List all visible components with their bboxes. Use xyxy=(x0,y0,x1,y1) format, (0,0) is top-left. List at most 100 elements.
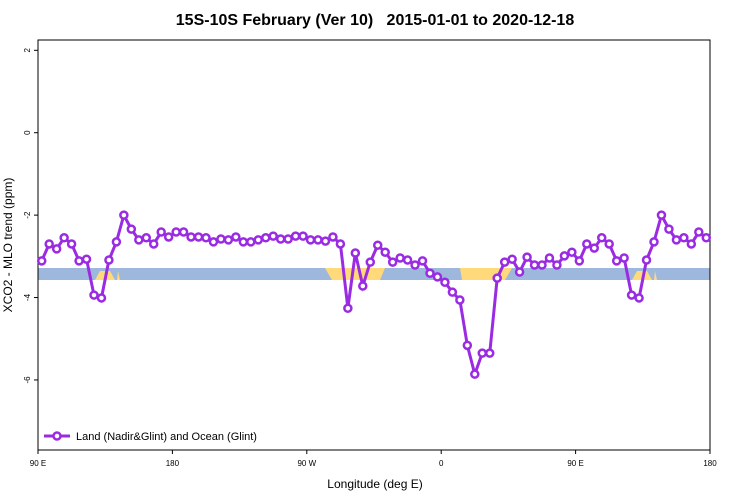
y-tick-label: -6 xyxy=(23,376,32,384)
data-point xyxy=(372,240,383,250)
data-point xyxy=(253,235,264,245)
data-point xyxy=(223,235,234,245)
data-point xyxy=(432,272,443,282)
data-point xyxy=(66,239,77,249)
data-point xyxy=(455,295,465,305)
data-point xyxy=(507,254,517,264)
data-point xyxy=(484,348,495,358)
data-point xyxy=(260,233,271,243)
x-tick-label: 90 W xyxy=(297,459,316,468)
y-tick-label: -2 xyxy=(23,211,32,219)
data-point xyxy=(186,232,196,242)
data-point xyxy=(275,234,286,244)
data-point xyxy=(141,233,152,243)
y-tick-label: 2 xyxy=(23,48,32,53)
data-point xyxy=(626,290,637,300)
data-point xyxy=(246,237,256,247)
data-point xyxy=(216,234,226,244)
data-point xyxy=(514,267,525,277)
chart-title: 15S-10S February (Ver 10) 2015-01-01 to … xyxy=(176,12,575,29)
data-point xyxy=(492,273,502,283)
data-point xyxy=(664,224,674,234)
data-point xyxy=(499,257,510,267)
data-point xyxy=(350,248,361,258)
x-tick-label: 180 xyxy=(703,459,717,468)
data-point xyxy=(208,237,219,247)
data-point xyxy=(268,231,278,241)
data-point xyxy=(387,257,398,267)
data-point xyxy=(440,277,450,288)
data-point xyxy=(686,239,697,249)
data-point xyxy=(694,227,704,237)
data-point xyxy=(74,256,84,266)
data-point xyxy=(358,281,368,291)
land-ocean-strip xyxy=(38,268,710,280)
data-point xyxy=(81,254,92,264)
data-point xyxy=(178,227,189,237)
data-point xyxy=(649,237,659,247)
x-tick-label: 180 xyxy=(166,459,180,468)
y-tick-label: -4 xyxy=(23,293,32,301)
data-point xyxy=(641,255,652,265)
data-point xyxy=(596,233,607,243)
data-point xyxy=(231,232,241,242)
data-point xyxy=(313,235,323,245)
x-tick-label: 90 E xyxy=(567,459,583,468)
plot-frame xyxy=(37,39,711,451)
data-point xyxy=(679,233,689,243)
data-point xyxy=(96,293,107,303)
data-point xyxy=(171,227,181,237)
data-point xyxy=(589,243,600,253)
data-point xyxy=(619,253,629,263)
data-point xyxy=(634,293,644,303)
data-point xyxy=(238,237,249,247)
data-point xyxy=(656,210,667,220)
x-tick-label: 0 xyxy=(439,459,444,468)
data-point xyxy=(574,256,585,266)
data-point xyxy=(134,235,144,245)
data-point xyxy=(582,239,592,249)
data-point xyxy=(552,260,562,270)
data-point xyxy=(447,287,458,297)
data-point xyxy=(59,233,69,243)
data-point xyxy=(328,232,338,242)
data-point xyxy=(148,239,159,249)
data-point xyxy=(410,260,420,270)
data-point xyxy=(470,369,480,379)
data-point xyxy=(126,224,137,234)
data-point xyxy=(395,253,405,263)
data-point xyxy=(604,239,614,249)
data-point xyxy=(559,251,570,261)
data-point xyxy=(544,253,555,263)
data-point xyxy=(477,348,488,358)
data-point xyxy=(522,252,532,262)
data-point xyxy=(201,233,211,243)
data-point xyxy=(51,244,62,254)
legend-label: Land (Nadir&Glint) and Ocean (Glint) xyxy=(76,431,257,443)
y-tick-label: 0 xyxy=(23,130,32,135)
data-point xyxy=(89,290,99,300)
data-point xyxy=(163,232,174,242)
data-point xyxy=(290,231,301,241)
data-point xyxy=(36,256,47,266)
data-point xyxy=(567,247,577,257)
data-point xyxy=(320,236,331,246)
data-point xyxy=(537,260,547,270)
data-point xyxy=(701,233,712,243)
y-axis-label: XCO2 - MLO trend (ppm) xyxy=(1,178,15,313)
x-axis-label: Longitude (deg E) xyxy=(327,477,422,491)
data-point xyxy=(193,232,204,242)
data-point xyxy=(343,303,353,314)
data-point xyxy=(671,235,682,245)
data-point xyxy=(156,227,166,237)
data-point xyxy=(611,256,622,266)
data-point xyxy=(119,210,129,220)
x-tick-label: 90 E xyxy=(30,459,46,468)
data-point xyxy=(305,235,316,245)
data-point xyxy=(298,231,308,241)
data-point xyxy=(111,237,122,247)
data-point xyxy=(462,340,473,351)
data-point xyxy=(365,257,376,267)
data-point xyxy=(417,256,428,266)
